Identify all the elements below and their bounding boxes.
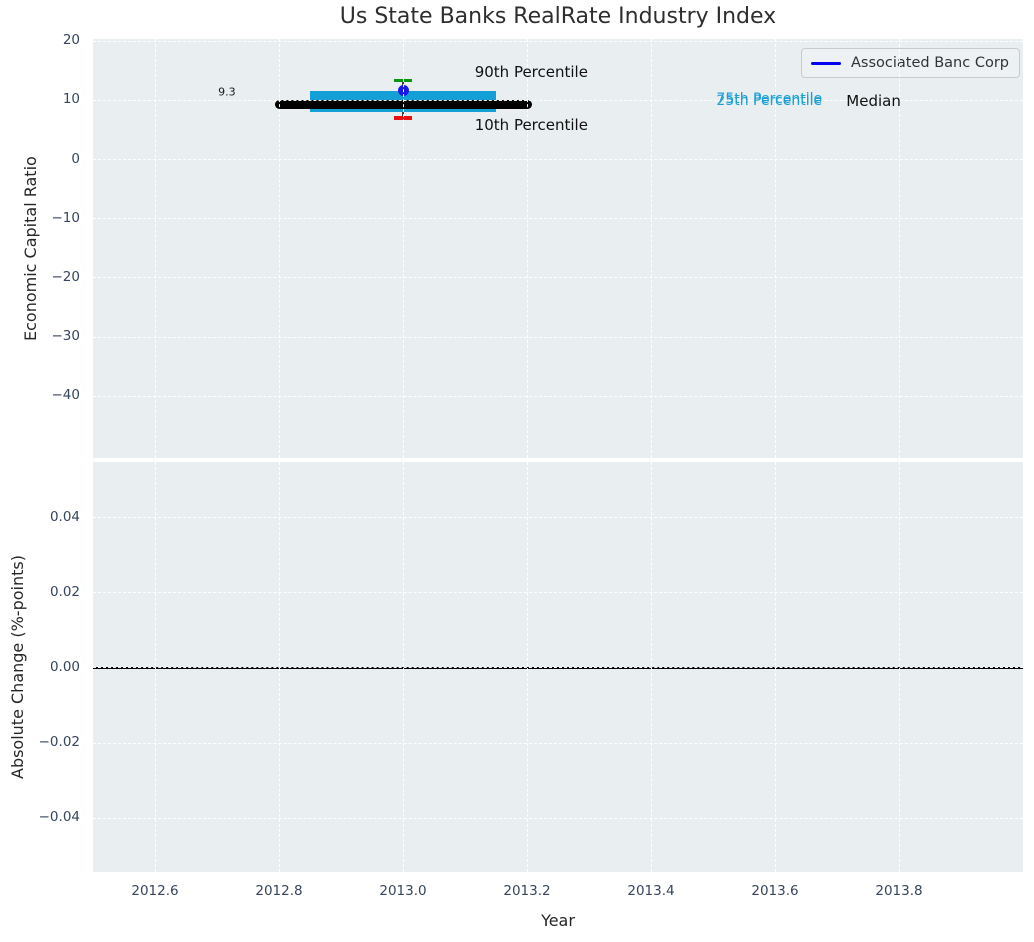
legend-line-swatch: [811, 61, 842, 65]
top-axes: Associated Banc Corp 9.3 90th Percentile 1…: [93, 39, 1023, 458]
annotation-text: 25th Percentile: [716, 93, 823, 110]
x-gridline: [526, 462, 528, 872]
x-gridline: [278, 39, 280, 458]
y-gridline: [93, 667, 1023, 669]
x-gridline: [278, 462, 280, 872]
x-gridline: [402, 462, 404, 872]
y-gridline: [93, 40, 1023, 42]
y-tick-label: −0.02: [38, 734, 80, 751]
y-tick-label: 10: [62, 91, 80, 108]
y-tick-label: 20: [62, 32, 80, 49]
y-tick-label: 0: [71, 150, 80, 167]
chart-title: Us State Banks RealRate Industry Index: [339, 4, 777, 29]
y-gridline: [93, 742, 1023, 744]
x-tick-label: 2012.8: [255, 883, 303, 899]
y-tick-label: 0.00: [49, 658, 80, 675]
x-tick-label: 2013.2: [503, 883, 551, 899]
annotation-text: 9.3: [218, 85, 236, 99]
annotation-text: Median: [846, 91, 901, 110]
y-tick-label: 0.04: [49, 508, 80, 525]
x-tick-label: 2012.6: [131, 883, 179, 899]
x-gridline: [154, 462, 156, 872]
y-tick-label: −0.04: [38, 809, 80, 826]
y-tick-label: 0.02: [49, 583, 80, 600]
y-gridline: [93, 395, 1023, 397]
x-gridline: [898, 39, 900, 458]
legend-label: Associated Banc Corp: [851, 55, 1009, 71]
annotation-text: 90th Percentile: [474, 62, 588, 81]
bottom-axes: [93, 462, 1023, 872]
x-gridline: [774, 39, 776, 458]
y-tick-label: −20: [51, 268, 81, 285]
y-gridline: [93, 592, 1023, 594]
annotation-text: 75th Percentile: [716, 91, 823, 108]
x-gridline: [774, 462, 776, 872]
y-tick-label: −40: [51, 387, 81, 404]
y-tick-label: −30: [51, 328, 81, 345]
x-gridline: [154, 39, 156, 458]
x-gridline: [650, 462, 652, 872]
legend: Associated Banc Corp: [801, 48, 1020, 78]
y-gridline: [93, 277, 1023, 279]
x-gridline: [402, 39, 404, 458]
x-gridline: [526, 39, 528, 458]
y-gridline: [93, 218, 1023, 220]
x-tick-label: 2013.6: [751, 883, 799, 899]
annotation-text: 10th Percentile: [474, 116, 588, 135]
y-gridline: [93, 159, 1023, 161]
x-tick-label: 2013.8: [875, 883, 923, 899]
x-tick-label: 2013.4: [627, 883, 675, 899]
y-gridline: [93, 517, 1023, 519]
x-gridline: [898, 462, 900, 872]
y-gridline: [93, 817, 1023, 819]
y-tick-label: −10: [51, 209, 81, 226]
x-tick-label: 2013.0: [379, 883, 427, 899]
y-gridline: [93, 336, 1023, 338]
y-gridline: [93, 99, 1023, 101]
x-axis-label: Year: [541, 911, 575, 930]
x-gridline: [650, 39, 652, 458]
